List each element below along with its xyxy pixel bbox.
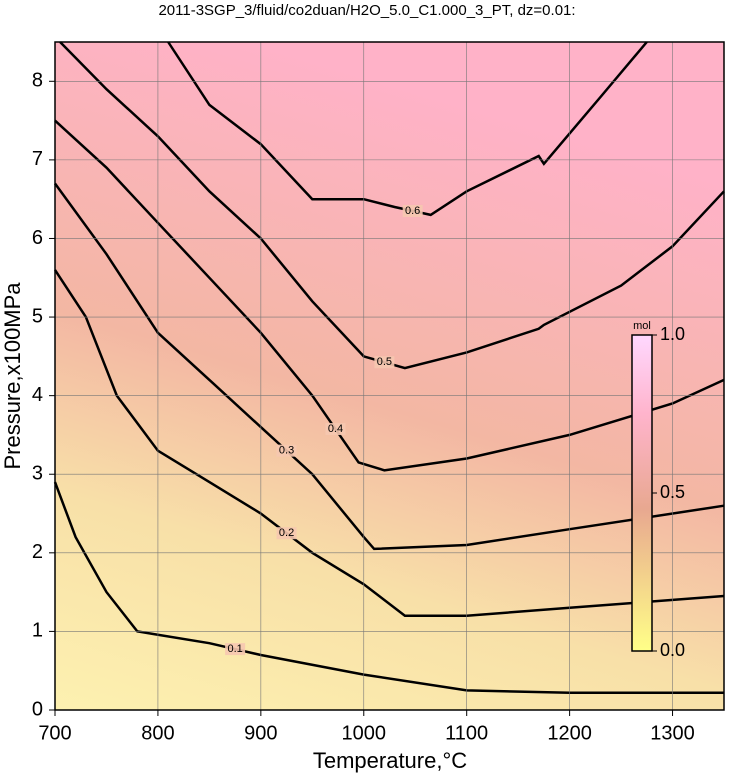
x-tick-label: 700 [38, 722, 71, 744]
contour-label-bg [402, 204, 423, 217]
x-tick-label: 1000 [342, 722, 387, 744]
y-tick-label: 2 [32, 541, 43, 563]
contour-label-bg [325, 423, 346, 436]
contour-label: 0.4 [328, 423, 343, 435]
x-tick-label: 1200 [547, 722, 592, 744]
contour-label-bg [225, 643, 246, 656]
contour-label: 0.1 [227, 643, 242, 655]
contour-label: 0.5 [377, 356, 392, 368]
x-tick-label: 1100 [445, 722, 488, 744]
plot-frame [54, 41, 725, 711]
contour-label: 0.6 [405, 205, 420, 217]
x-tick-label: 800 [141, 722, 174, 744]
colorbar-tick-label: 0.5 [660, 482, 685, 502]
y-tick-label: 5 [32, 305, 43, 327]
colorbar [631, 334, 653, 652]
x-tick-label: 900 [244, 722, 277, 744]
y-tick-label: 4 [32, 384, 43, 406]
colorbar-label: mol [633, 320, 651, 332]
contour-label-bg [276, 444, 297, 457]
colorbar-tick-label: 1.0 [660, 324, 685, 344]
contour-label: 0.3 [279, 445, 294, 457]
contour-label-bg [374, 356, 395, 369]
plot-background [55, 42, 724, 710]
y-axis-label: Pressure,x100MPa [0, 282, 25, 470]
y-tick-label: 3 [32, 463, 43, 485]
y-tick-label: 7 [32, 148, 43, 170]
y-tick-label: 6 [32, 227, 43, 249]
y-tick-label: 0 [32, 698, 43, 720]
contour-label: 0.2 [279, 527, 294, 539]
y-tick-label: 8 [32, 70, 43, 92]
x-axis-label: Temperature,°C [313, 748, 467, 773]
chart-title: 2011-3SGP_3/fluid/co2duan/H2O_5.0_C1.000… [158, 2, 575, 19]
contour-label-bg [276, 527, 297, 540]
y-tick-label: 1 [32, 620, 43, 642]
x-tick-label: 1300 [650, 722, 695, 744]
colorbar-tick-label: 0.0 [660, 640, 685, 660]
